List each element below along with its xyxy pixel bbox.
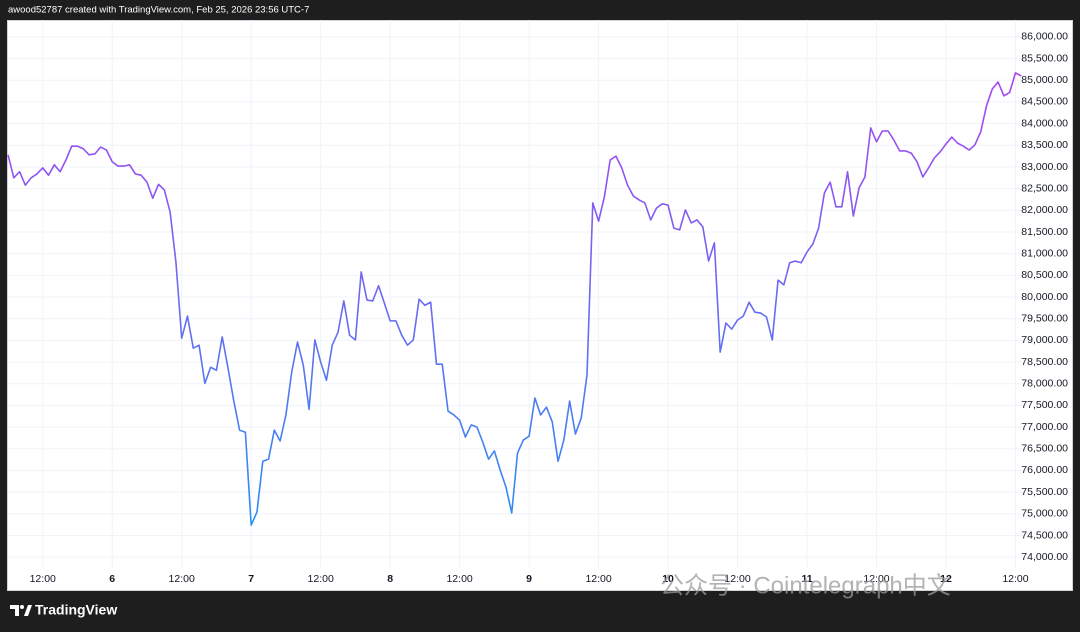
x-tick-label: 12:00 — [308, 573, 334, 585]
x-tick-label: 12:00 — [585, 573, 611, 585]
y-tick-label: 80,000.00 — [1021, 291, 1068, 303]
axes: 74,000.00 74,500.00 75,000.00 75,500.00 76,0… — [30, 31, 1069, 585]
y-tick-label: 84,000.00 — [1021, 117, 1068, 129]
y-tick-label: 78,500.00 — [1021, 356, 1068, 368]
x-tick-label: 6 — [109, 573, 115, 585]
x-tick-label: 10 — [662, 573, 674, 585]
y-tick-label: 81,500.00 — [1021, 226, 1068, 238]
price-line — [7, 72, 1022, 526]
y-tick-label: 86,000.00 — [1021, 31, 1068, 43]
brand-name: TradingView — [35, 602, 117, 618]
y-tick-label: 75,500.00 — [1021, 486, 1068, 498]
chart-panel — [7, 20, 1073, 591]
x-tick-label: 12:00 — [863, 573, 889, 585]
x-tick-label: 12:00 — [1002, 573, 1028, 585]
y-tick-label: 79,500.00 — [1021, 312, 1068, 324]
plot — [7, 72, 1022, 526]
y-tick-label: 83,000.00 — [1021, 161, 1068, 173]
y-tick-label: 76,000.00 — [1021, 464, 1068, 476]
brand-logo — [10, 605, 32, 616]
y-tick-label: 80,500.00 — [1021, 269, 1068, 281]
y-tick-label: 74,500.00 — [1021, 529, 1068, 541]
y-tick-label: 74,000.00 — [1021, 551, 1068, 563]
y-tick-label: 77,500.00 — [1021, 399, 1068, 411]
x-tick-label: 8 — [387, 573, 393, 585]
y-tick-label: 78,000.00 — [1021, 378, 1068, 390]
y-tick-label: 84,500.00 — [1021, 96, 1068, 108]
x-tick-label: 12 — [940, 573, 952, 585]
y-tick-label: 75,000.00 — [1021, 508, 1068, 520]
x-tick-label: 12:00 — [169, 573, 195, 585]
y-tick-label: 77,000.00 — [1021, 421, 1068, 433]
x-tick-label: 7 — [248, 573, 254, 585]
header-text: awood52787 created with TradingView.com,… — [8, 5, 309, 16]
grid — [8, 20, 1024, 568]
y-tick-label: 82,500.00 — [1021, 182, 1068, 194]
y-tick-label: 85,500.00 — [1021, 52, 1068, 64]
x-tick-label: 12:00 — [30, 573, 56, 585]
y-tick-label: 85,000.00 — [1021, 74, 1068, 86]
y-tick-label: 79,000.00 — [1021, 334, 1068, 346]
x-tick-label: 12:00 — [446, 573, 472, 585]
y-tick-label: 83,500.00 — [1021, 139, 1068, 151]
watermark: 公众号 · Cointelegraph中文 — [660, 572, 951, 599]
x-tick-label: 12:00 — [724, 573, 750, 585]
y-tick-label: 76,500.00 — [1021, 443, 1068, 455]
y-tick-label: 82,000.00 — [1021, 204, 1068, 216]
x-tick-label: 9 — [526, 573, 532, 585]
x-tick-label: 11 — [801, 573, 812, 585]
y-tick-label: 81,000.00 — [1021, 247, 1068, 259]
